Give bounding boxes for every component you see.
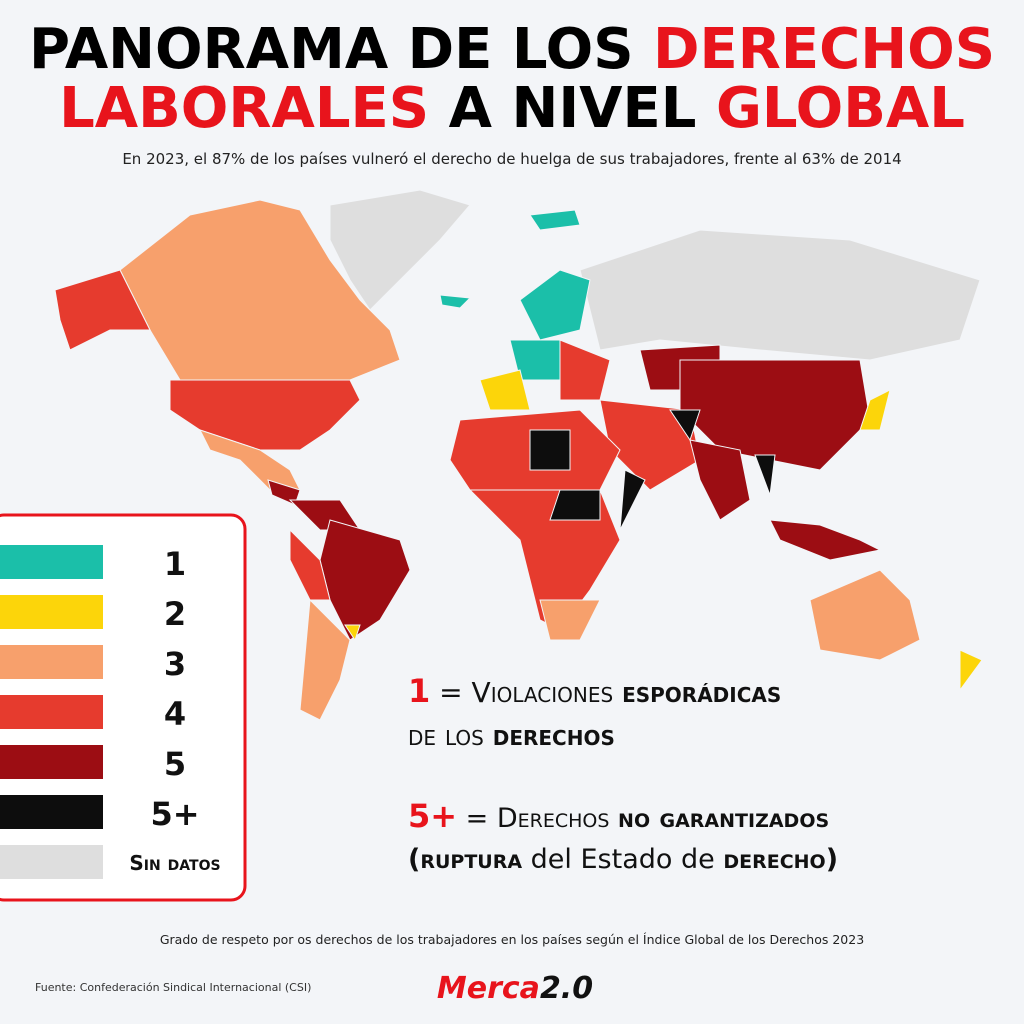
note: 1 = Violaciones esporádicas [408,672,781,710]
note: de los derechos [408,719,615,752]
logo-part: 2.0 [540,971,593,1006]
note-key: 5+ [408,797,457,835]
world-map [54,189,983,721]
note-part: derecho) [723,844,838,875]
title-part: GLOBAL [716,76,965,141]
source: Fuente: Confederación Sindical Internaci… [35,981,311,994]
note-part: = Violaciones [439,676,613,709]
legend-label: 4 [164,695,186,733]
note-part: no garantizados [618,803,829,834]
title-part: PANORAMA DE LOS [29,17,634,82]
legend-swatch [0,545,103,579]
title-part: LABORALES [59,76,429,141]
legend: 1 2 3 4 5 5+ Sin datos [0,545,221,879]
note-part: esporádicas [622,676,781,709]
logo: Merca2.0 [437,971,593,1006]
note-key: 1 [408,672,430,710]
title-line: PANORAMA DE LOS DERECHOS [29,17,995,82]
legend-swatch [0,795,103,829]
note-part: del Estado de [531,844,715,875]
title-line: LABORALES A NIVEL GLOBAL [59,76,965,141]
note-part: = Derechos [466,803,610,834]
legend-swatch [0,695,103,729]
legend-label: 1 [164,545,186,583]
legend-label: 5 [164,745,186,783]
note-part: de los [408,719,484,752]
legend-label: 5+ [150,795,199,833]
logo-part: Merca [437,971,540,1006]
note-part: derechos [493,719,615,752]
note-part: (ruptura [408,844,522,875]
caption: Grado de respeto por os derechos de los … [160,932,864,947]
title-part: A NIVEL [449,76,697,141]
legend-swatch [0,595,103,629]
note: (ruptura del Estado de derecho) [408,844,838,875]
legend-label: 2 [164,595,186,633]
legend-swatch [0,745,103,779]
note: 5+ = Derechos no garantizados [408,797,829,835]
subtitle: En 2023, el 87% de los países vulneró el… [122,150,901,168]
legend-swatch [0,645,103,679]
legend-swatch [0,845,103,879]
legend-label: Sin datos [129,851,220,875]
legend-label: 3 [164,645,186,683]
title-part: DERECHOS [653,17,995,82]
